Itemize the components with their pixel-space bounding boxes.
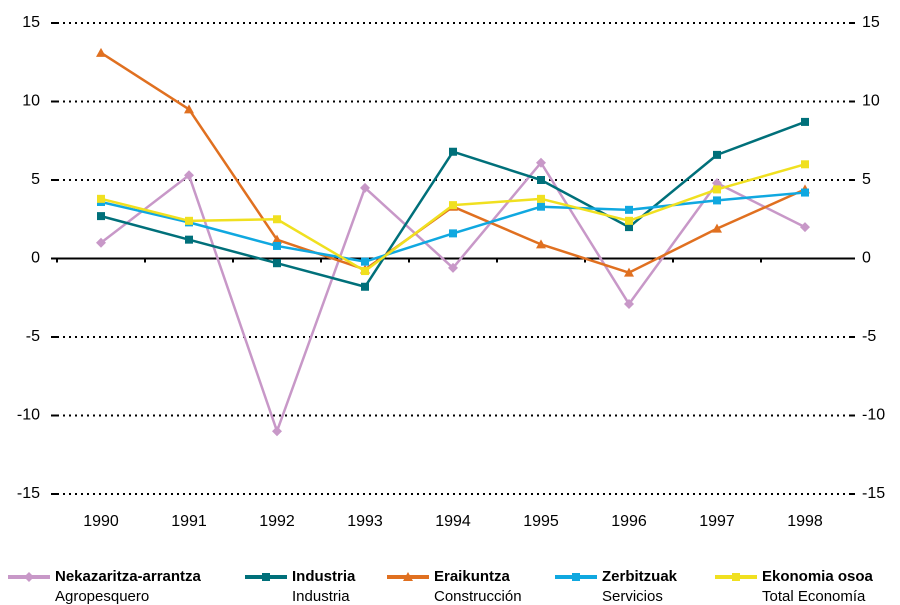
y2-tick-label: 5 — [862, 171, 871, 188]
point — [800, 222, 810, 233]
y-tick-label: 0 — [31, 250, 40, 267]
point — [449, 147, 457, 156]
point — [801, 160, 809, 169]
point — [273, 241, 281, 250]
point — [96, 47, 106, 57]
x-tick-label: 1998 — [787, 513, 823, 530]
y-tick-label: 10 — [22, 93, 40, 110]
point — [537, 202, 545, 211]
y2-tick-label: 10 — [862, 93, 880, 110]
legend-sublabel: Construcción — [434, 588, 522, 605]
point — [361, 267, 369, 276]
x-tick-label: 1993 — [347, 513, 383, 530]
point — [537, 194, 545, 203]
point — [273, 259, 281, 268]
x-tick-label: 1995 — [523, 513, 559, 530]
point — [713, 150, 721, 159]
x-tick-label: 1990 — [83, 513, 119, 530]
point — [272, 234, 282, 244]
point — [185, 216, 193, 225]
y2-tick-label: -5 — [862, 328, 876, 345]
point — [185, 235, 193, 244]
point — [96, 237, 106, 248]
point — [536, 157, 546, 168]
legend-label: Zerbitzuak — [602, 568, 678, 585]
legend-label: Nekazaritza-arrantza — [55, 568, 202, 585]
point — [625, 223, 633, 232]
y2-tick-label: 0 — [862, 250, 871, 267]
y-tick-label: -5 — [26, 328, 40, 345]
x-tick-label: 1991 — [171, 513, 207, 530]
y2-tick-label: -10 — [862, 407, 885, 424]
point — [536, 239, 546, 249]
point — [713, 185, 721, 194]
legend-sublabel: Servicios — [602, 588, 663, 605]
point — [625, 205, 633, 214]
point — [537, 176, 545, 184]
point — [272, 426, 282, 437]
y-tick-label: -15 — [17, 485, 40, 502]
x-tick-label: 1994 — [435, 513, 471, 530]
legend-sublabel: Industria — [292, 588, 350, 605]
point — [801, 117, 809, 126]
point — [624, 267, 634, 277]
y-tick-label: 15 — [22, 14, 40, 31]
point — [97, 212, 105, 221]
point — [273, 215, 281, 224]
point — [624, 299, 634, 310]
legend-marker — [24, 572, 34, 582]
legend-marker — [403, 572, 413, 581]
legend-marker — [732, 573, 740, 581]
point — [448, 262, 458, 273]
y2-tick-label: -15 — [862, 485, 885, 502]
legend-sublabel: Total Economía — [762, 588, 866, 605]
legend-marker — [262, 573, 270, 581]
point — [801, 188, 809, 197]
point — [361, 282, 369, 291]
x-tick-label: 1996 — [611, 513, 647, 530]
point — [449, 229, 457, 238]
legend-sublabel: Agropesquero — [55, 588, 149, 605]
point — [184, 170, 194, 181]
point — [713, 196, 721, 205]
point — [625, 216, 633, 225]
x-tick-label: 1997 — [699, 513, 735, 530]
series-line — [100, 51, 806, 274]
point — [449, 201, 457, 210]
point — [712, 223, 722, 233]
legend-label: Ekonomia osoa — [762, 568, 874, 585]
point — [97, 194, 105, 203]
legend-label: Eraikuntza — [434, 568, 511, 585]
y-tick-label: 5 — [31, 171, 40, 188]
legend-marker — [572, 573, 580, 581]
point — [360, 182, 370, 193]
point — [184, 104, 194, 114]
legend-label: Industria — [292, 568, 356, 585]
point — [361, 257, 369, 266]
y-tick-label: -10 — [17, 407, 40, 424]
x-tick-label: 1992 — [259, 513, 295, 530]
y2-tick-label: 15 — [862, 14, 880, 31]
